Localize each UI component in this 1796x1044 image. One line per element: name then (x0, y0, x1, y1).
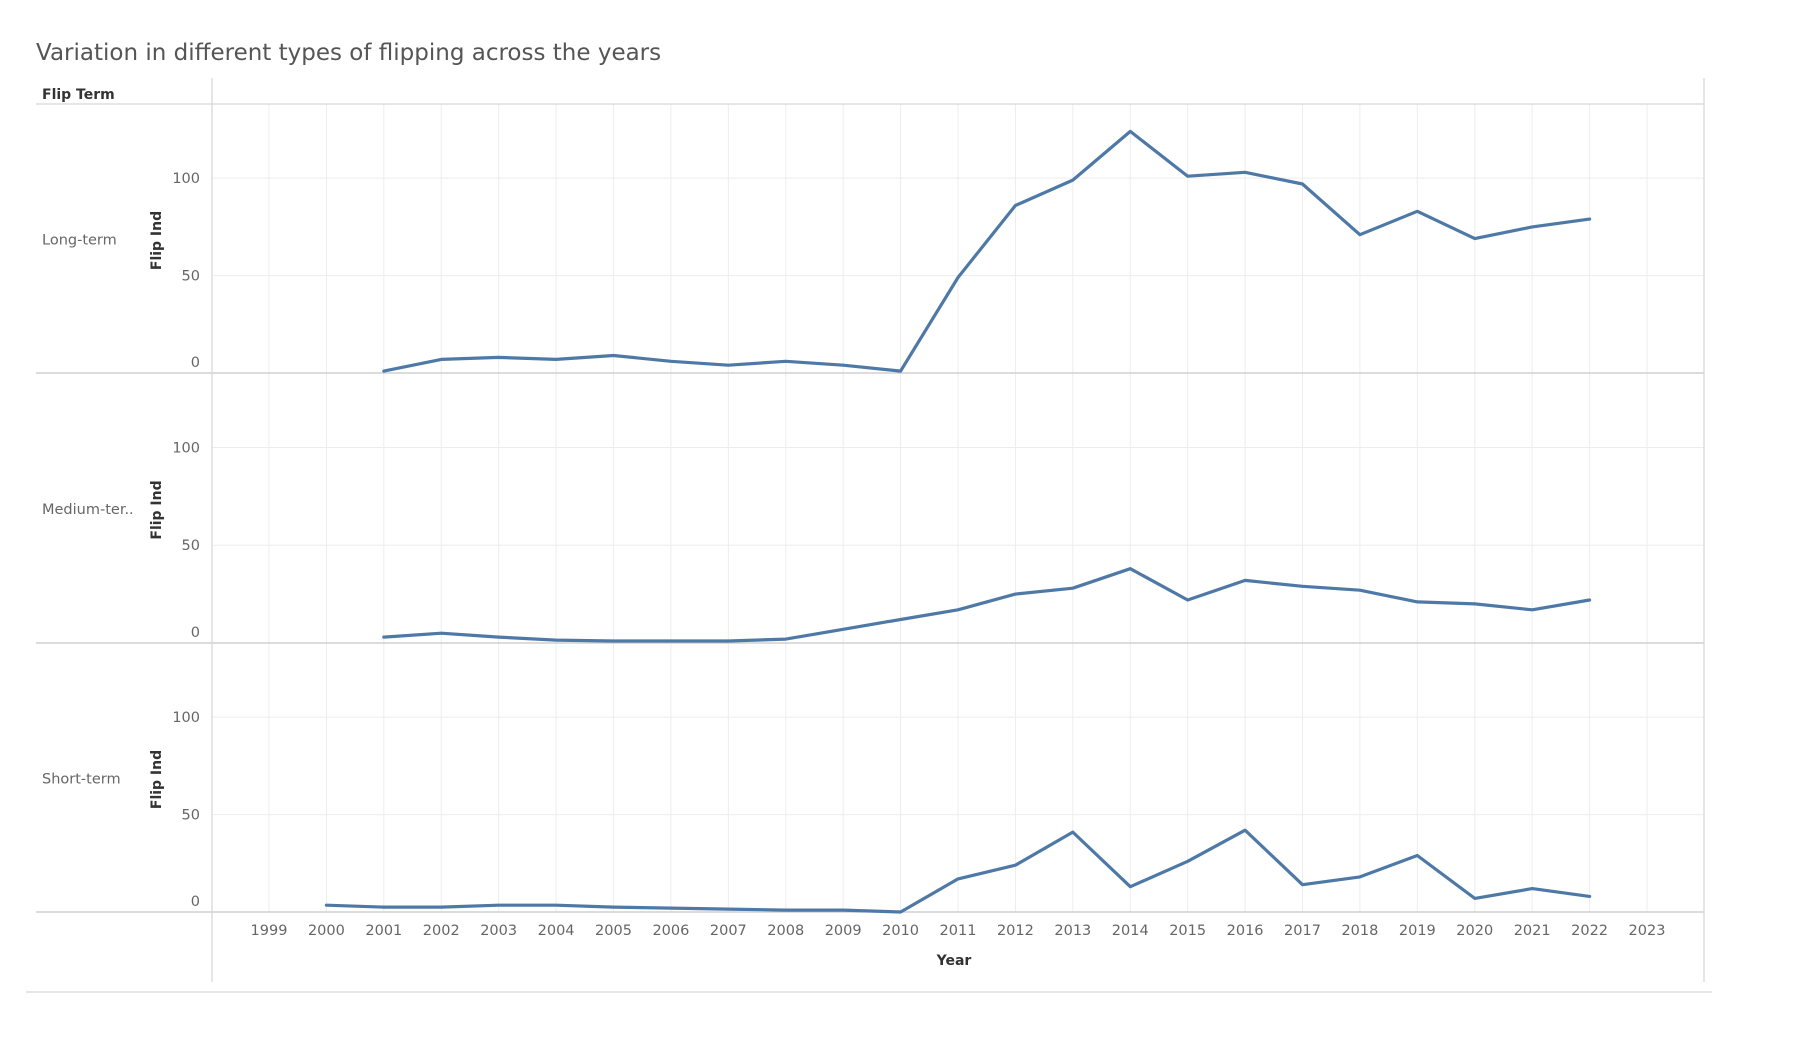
x-tick-label: 2003 (480, 923, 517, 939)
x-tick-label: 2013 (1054, 923, 1091, 939)
series-line-medium-ter (382, 567, 1592, 643)
axes: 0 50 100 0 50 100 0 50 100 1999 2000 2001 2002 2003 20… (172, 171, 1665, 969)
y-tick-label: 100 (172, 440, 200, 456)
labels: Long-term Flip Ind Medium-ter.. Flip Ind Sho… (42, 211, 165, 809)
x-tick-label: 1999 (251, 923, 288, 939)
x-tick-label: 2016 (1227, 923, 1264, 939)
y-tick-label: 0 (191, 355, 200, 371)
x-axis-title: Year (936, 953, 972, 969)
x-tick-label: 2006 (652, 923, 689, 939)
y-tick-label: 0 (191, 625, 200, 641)
x-tick-label: 2009 (825, 923, 862, 939)
grid (212, 104, 1704, 912)
x-tick-label: 2015 (1169, 923, 1206, 939)
row-header-flip-term: Flip Term (42, 87, 115, 103)
x-tick-label: 2019 (1399, 923, 1436, 939)
x-tick-label: 2000 (308, 923, 345, 939)
y-axis-title: Flip Ind (149, 211, 165, 270)
x-tick-label: 2023 (1629, 923, 1666, 939)
y-axis-title: Flip Ind (149, 480, 165, 539)
row-label: Medium-ter.. (42, 502, 134, 518)
x-tick-label: 2011 (940, 923, 977, 939)
series-line-long-term (382, 129, 1592, 373)
x-tick-label: 2018 (1341, 923, 1378, 939)
series (324, 129, 1592, 914)
x-tick-label: 2005 (595, 923, 632, 939)
chart-frame (26, 78, 1712, 993)
x-tick-label: 2022 (1571, 923, 1608, 939)
y-tick-label: 0 (191, 894, 200, 910)
row-label: Short-term (42, 772, 121, 788)
y-tick-label: 100 (172, 171, 200, 187)
y-tick-label: 50 (182, 269, 200, 285)
y-tick-label: 50 (182, 808, 200, 824)
row-label: Long-term (42, 233, 117, 249)
y-tick-label: 100 (172, 710, 200, 726)
y-tick-label: 50 (182, 538, 200, 554)
x-tick-label: 2004 (538, 923, 575, 939)
y-axis-title: Flip Ind (149, 750, 165, 809)
x-tick-label: 2020 (1456, 923, 1493, 939)
chart-title: Variation in different types of flipping… (36, 40, 661, 66)
x-tick-label: 2017 (1284, 923, 1321, 939)
x-tick-label: 2014 (1112, 923, 1149, 939)
x-tick-label: 2001 (365, 923, 402, 939)
x-tick-label: 2008 (767, 923, 804, 939)
x-tick-label: 2012 (997, 923, 1034, 939)
series-line-short-term (324, 828, 1592, 914)
x-tick-label: 2021 (1514, 923, 1551, 939)
x-tick-label: 2002 (423, 923, 460, 939)
x-tick-label: 2007 (710, 923, 747, 939)
x-tick-label: 2010 (882, 923, 919, 939)
